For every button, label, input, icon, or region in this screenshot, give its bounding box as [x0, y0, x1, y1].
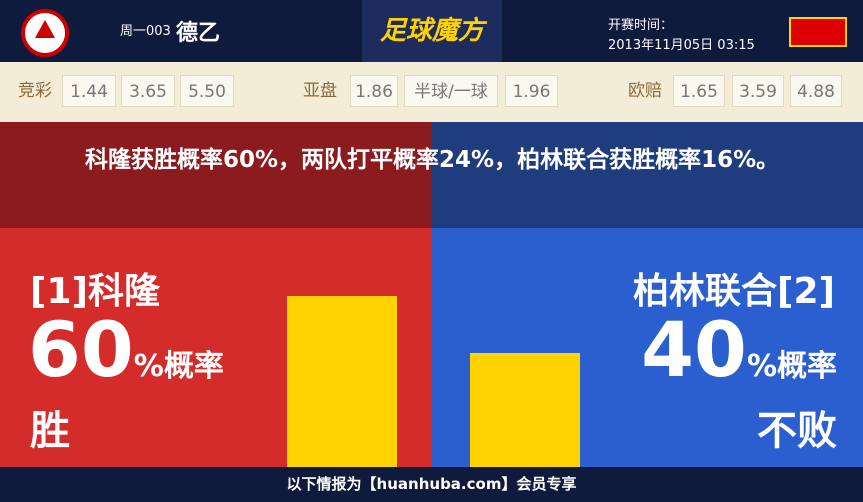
- home-logo: [21, 9, 69, 57]
- bar: [470, 353, 580, 467]
- bar: [287, 296, 397, 467]
- odds-value: 半球/一球: [404, 75, 498, 107]
- summary: 科隆获胜概率60%，两队打平概率24%，柏林联合获胜概率16%。: [85, 147, 780, 173]
- away-name: 柏林联合[2]: [633, 271, 835, 312]
- odds-value: 5.50: [180, 75, 234, 107]
- odds-label: 欧赔: [628, 81, 662, 101]
- home-value: 60%概率: [28, 305, 224, 412]
- footer: 以下情报为【huanhuba.com】会员专享: [0, 467, 863, 502]
- match-no: 周一003: [120, 24, 171, 39]
- odds-value: 4.88: [790, 75, 842, 107]
- home-percent: 60: [28, 305, 134, 394]
- odds-value: 1.65: [673, 75, 725, 107]
- odds-label: 亚盘: [303, 81, 337, 101]
- league: 德乙: [176, 21, 221, 46]
- home-outcome: 胜: [30, 408, 70, 454]
- home-unit: %概率: [133, 349, 224, 384]
- away-logo: [789, 17, 847, 47]
- away-percent: 40: [641, 305, 747, 394]
- odds-value: 3.65: [121, 75, 175, 107]
- away-value: 40%概率: [641, 305, 837, 412]
- odds-label: 竞彩: [18, 81, 52, 101]
- logo: 足球魔方: [362, 0, 502, 62]
- odds-value: 1.96: [505, 75, 558, 107]
- away-outcome: 不败: [757, 408, 837, 454]
- summary-left: [0, 122, 432, 228]
- time: 2013年11月05日 03:15: [608, 38, 755, 53]
- odds-value: 3.59: [732, 75, 784, 107]
- time-label: 开赛时间：: [608, 18, 674, 33]
- odds-value: 1.86: [350, 75, 398, 107]
- home-name: [1]科隆: [30, 271, 160, 312]
- odds-value: 1.44: [62, 75, 116, 107]
- away-unit: %概率: [746, 349, 837, 384]
- summary-right: [432, 122, 863, 228]
